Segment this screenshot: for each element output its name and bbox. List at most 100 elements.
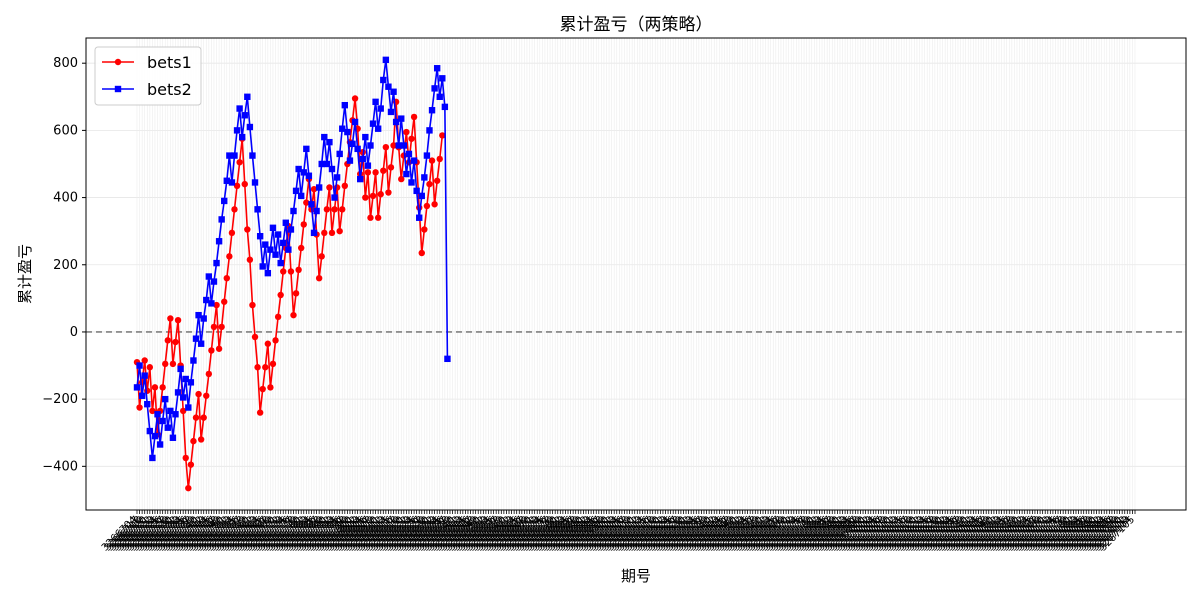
data-point-bets2 (310, 229, 318, 237)
data-point-bets2 (351, 118, 359, 126)
data-point-bets2 (433, 65, 441, 72)
data-point-bets1 (179, 407, 187, 415)
data-point-bets1 (267, 384, 274, 391)
data-point-bets1 (197, 436, 205, 443)
data-point-bets1 (428, 157, 436, 164)
y-tick-label: −200 (42, 392, 78, 407)
data-point-bets1 (318, 253, 325, 260)
data-point-bets1 (192, 414, 200, 421)
data-point-bets1 (436, 155, 443, 163)
data-point-bets1 (174, 316, 182, 324)
data-point-bets1 (259, 385, 266, 393)
data-point-bets1 (315, 274, 323, 282)
data-point-bets2 (369, 120, 377, 127)
data-point-bets1 (200, 414, 207, 421)
data-point-bets2 (274, 231, 282, 238)
y-axis: −400 −200 0 200 400 600 800 (42, 56, 86, 474)
data-point-bets2 (382, 56, 390, 64)
data-point-bets2 (154, 411, 161, 418)
data-point-bets2 (205, 273, 213, 280)
data-point-bets1 (369, 192, 377, 200)
data-point-bets2 (380, 76, 387, 84)
y-tick-label: 400 (53, 191, 78, 206)
data-point-bets1 (433, 177, 441, 184)
data-point-bets2 (241, 112, 248, 119)
data-point-bets1 (410, 113, 418, 121)
data-point-bets1 (280, 268, 287, 275)
data-point-bets2 (136, 362, 143, 369)
data-point-bets1 (372, 169, 379, 176)
legend: bets1 bets2 (94, 46, 202, 106)
data-point-bets1 (310, 185, 318, 193)
data-point-bets2 (141, 372, 148, 379)
data-point-bets1 (398, 175, 405, 183)
data-point-bets1 (321, 229, 328, 237)
data-point-bets2 (210, 278, 218, 285)
data-point-bets2 (390, 88, 397, 95)
data-point-bets1 (185, 484, 192, 492)
data-point-bets1 (205, 370, 213, 378)
data-point-bets2 (213, 259, 220, 267)
data-point-bets1 (187, 461, 195, 468)
data-point-bets1 (431, 201, 438, 208)
data-point-bets2 (346, 157, 354, 164)
data-point-bets2 (439, 75, 446, 82)
data-point-bets2 (297, 192, 305, 200)
data-point-bets2 (349, 140, 356, 148)
data-point-bets1 (390, 142, 397, 149)
data-point-bets1 (341, 182, 349, 190)
x-axis-label: 期号 (621, 567, 651, 585)
data-point-bets2 (146, 427, 154, 435)
data-point-bets2 (403, 170, 410, 178)
data-point-bets2 (236, 105, 243, 112)
data-point-bets1 (382, 143, 390, 151)
data-point-bets2 (431, 85, 438, 92)
data-point-bets2 (413, 187, 420, 195)
data-point-bets2 (215, 238, 223, 245)
data-point-bets2 (151, 432, 159, 440)
data-point-bets2 (428, 107, 436, 114)
data-point-bets2 (256, 233, 264, 240)
data-point-bets2 (238, 133, 246, 141)
data-point-bets2 (269, 224, 277, 232)
data-point-bets2 (169, 434, 177, 441)
data-point-bets2 (254, 206, 261, 213)
data-point-bets1 (328, 229, 336, 237)
data-point-bets2 (292, 187, 300, 195)
series-bets2 (133, 56, 451, 462)
data-point-bets2 (328, 165, 336, 173)
data-point-bets2 (249, 152, 256, 159)
data-point-bets1 (403, 128, 410, 136)
data-point-bets2 (321, 133, 328, 141)
data-point-bets2 (354, 145, 361, 153)
data-point-bets2 (156, 441, 164, 448)
data-point-bets1 (167, 315, 174, 322)
data-point-bets2 (315, 184, 323, 191)
y-tick-label: 600 (53, 123, 78, 138)
data-point-bets2 (259, 263, 266, 270)
data-point-bets2 (308, 201, 315, 208)
legend-label-bets1: bets1 (147, 53, 192, 72)
data-point-bets2 (203, 296, 210, 304)
data-point-bets1 (277, 291, 284, 299)
data-point-bets2 (195, 311, 202, 319)
data-point-bets2 (336, 150, 343, 158)
data-point-bets1 (364, 169, 372, 176)
data-point-bets2 (264, 269, 272, 277)
data-point-bets1 (326, 184, 333, 191)
data-point-bets2 (444, 355, 451, 363)
data-point-bets1 (210, 323, 218, 331)
data-point-bets1 (251, 333, 259, 341)
data-point-bets1 (226, 253, 233, 260)
data-point-bets2 (144, 400, 151, 408)
data-point-bets2 (223, 177, 230, 184)
legend-marker-bets2 (114, 85, 122, 93)
data-point-bets2 (387, 108, 395, 116)
data-point-bets2 (408, 179, 415, 186)
data-point-bets2 (367, 142, 374, 149)
data-point-bets2 (385, 83, 392, 90)
data-point-bets2 (400, 142, 408, 149)
data-point-bets1 (426, 180, 433, 188)
y-tick-label: 800 (53, 56, 78, 71)
series-lines (133, 56, 451, 492)
